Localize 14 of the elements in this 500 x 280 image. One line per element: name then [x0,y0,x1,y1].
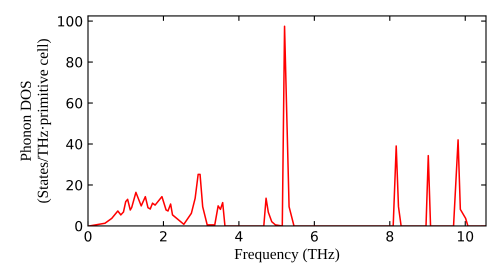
x-tick-label: 0 [84,231,92,242]
y-tick-label: 100 [58,16,82,27]
y-tick-label: 60 [66,98,82,109]
x-tick-label: 4 [235,231,243,242]
y-tick-label: 80 [66,57,82,68]
y-tick-label: 0 [75,220,82,232]
y-tick-label: 20 [66,180,82,190]
x-axis-title: Frequency (THz) [234,248,340,262]
y-tick-label: 40 [66,138,82,150]
x-tick-label: 8 [386,231,394,242]
x-tick-label: 6 [310,231,318,242]
x-tick-label: 2 [160,231,166,242]
x-tick-label: 10 [458,231,474,242]
y-axis-title: Phonon DOS (States/THz·primitive cell) [20,39,52,203]
